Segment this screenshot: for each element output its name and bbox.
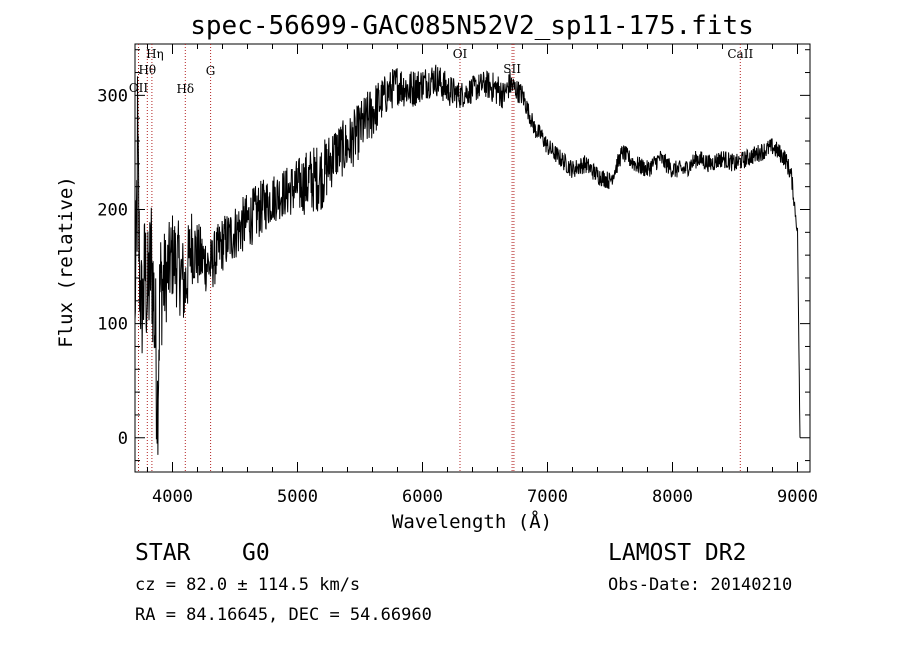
x-tick-label: 9000 [777, 487, 818, 507]
object-subclass: G0 [242, 540, 270, 566]
x-tick-label: 4000 [152, 487, 193, 507]
x-tick-label: 5000 [277, 487, 318, 507]
emission-line-markers [138, 44, 741, 472]
survey-name: LAMOST DR2 [608, 540, 746, 566]
sky-coordinates: RA = 84.16645, DEC = 54.66960 [135, 605, 432, 625]
y-tick-label: 100 [97, 315, 128, 335]
observation-date: Obs-Date: 20140210 [608, 575, 792, 595]
y-axis-ticks: 0 100 200 300 [97, 49, 810, 462]
x-tick-label: 7000 [527, 487, 568, 507]
y-tick-label: 0 [118, 429, 128, 449]
x-tick-label: 8000 [652, 487, 693, 507]
y-tick-label: 200 [97, 200, 128, 220]
plot-frame [134, 43, 811, 473]
marker-label: CaII [727, 47, 753, 61]
marker-label: Hη [146, 47, 164, 61]
redshift-velocity: cz = 82.0 ± 114.5 km/s [135, 575, 360, 595]
emission-line-labels: OII Hθ Hη Hδ G OI SII CaII [129, 47, 754, 96]
spectrum-series-line [134, 64, 801, 455]
y-tick-label: 300 [97, 86, 128, 106]
marker-label: OII [129, 81, 149, 95]
marker-label: OI [453, 47, 468, 61]
marker-label: G [206, 64, 216, 78]
y-axis-label: Flux (relative) [55, 176, 77, 348]
x-axis-label: Wavelength (Å) [392, 510, 552, 533]
marker-label: Hδ [176, 82, 194, 96]
chart-title: spec-56699-GAC085N52V2_sp11-175.fits [190, 11, 754, 41]
x-axis-ticks: 4000 5000 6000 7000 8000 9000 [147, 44, 818, 507]
x-tick-label: 6000 [402, 487, 443, 507]
object-class: STAR [135, 540, 191, 566]
marker-label: Hθ [138, 63, 156, 77]
marker-label: SII [503, 62, 521, 76]
